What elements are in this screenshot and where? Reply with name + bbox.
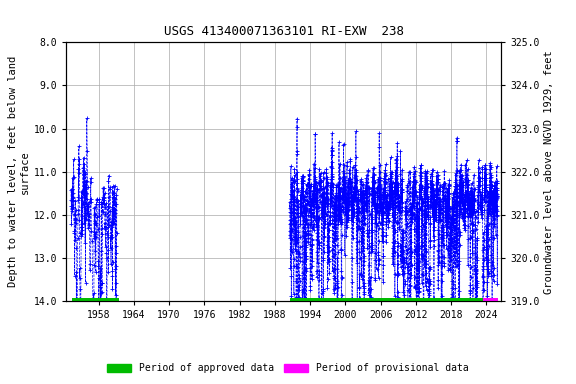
Title: USGS 413400071363101 RI-EXW  238: USGS 413400071363101 RI-EXW 238	[164, 25, 404, 38]
Bar	[483, 298, 498, 305]
Legend: Period of approved data, Period of provisional data: Period of approved data, Period of provi…	[103, 359, 473, 377]
Y-axis label: Groundwater level above NGVD 1929, feet: Groundwater level above NGVD 1929, feet	[544, 50, 554, 294]
Bar	[72, 298, 119, 305]
Bar	[290, 298, 483, 305]
Y-axis label: Depth to water level, feet below land
surface: Depth to water level, feet below land su…	[8, 56, 29, 288]
